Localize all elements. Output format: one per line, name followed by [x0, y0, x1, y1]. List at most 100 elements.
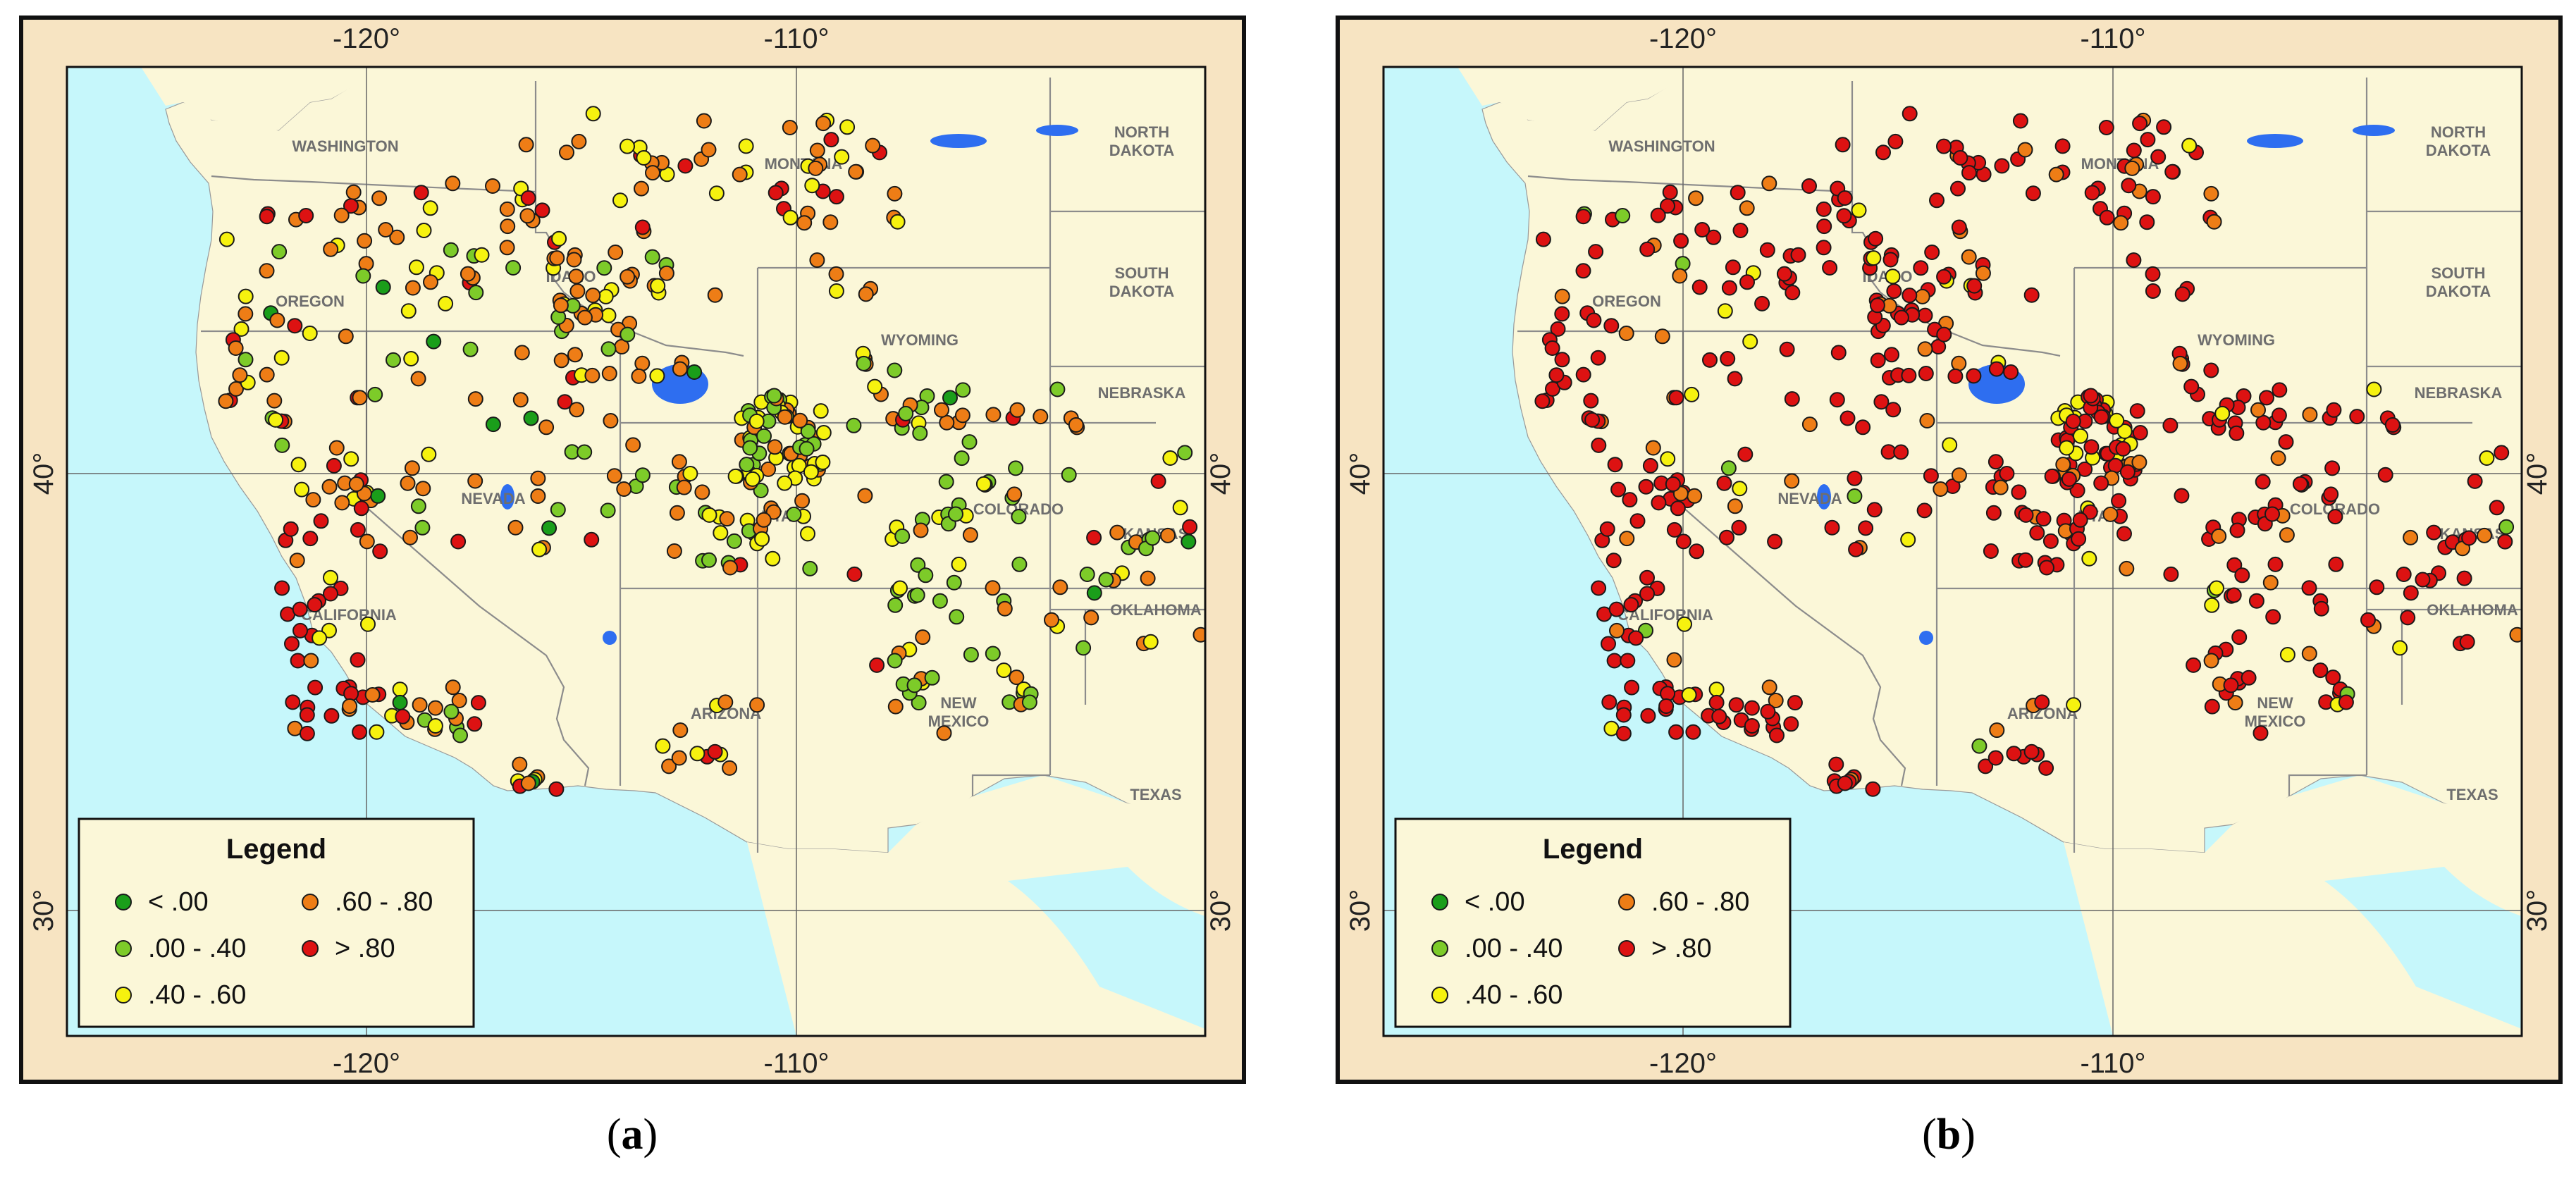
station-point — [701, 142, 717, 158]
station-point — [2250, 402, 2266, 418]
station-point — [2259, 390, 2274, 406]
station-point — [372, 543, 388, 560]
station-point — [290, 653, 306, 669]
station-point — [348, 476, 364, 492]
station-point — [357, 233, 373, 249]
station-point — [342, 698, 358, 714]
station-point — [395, 708, 411, 724]
state-label: NEW MEXICO — [928, 694, 990, 730]
longitude-tick: -120° — [1649, 1048, 1717, 1079]
station-point — [1609, 622, 1625, 638]
station-point — [1730, 185, 1746, 201]
station-point — [299, 725, 315, 741]
station-point — [1868, 230, 1884, 247]
station-point — [1606, 553, 1622, 569]
station-point — [1591, 437, 1607, 453]
station-point — [2119, 464, 2136, 480]
station-point — [620, 268, 636, 285]
station-point — [559, 144, 574, 161]
station-point — [915, 629, 931, 646]
station-point — [2145, 283, 2161, 299]
station-point — [1193, 626, 1205, 643]
station-point — [918, 567, 934, 584]
station-point — [1966, 368, 1982, 384]
station-point — [1869, 297, 1885, 314]
station-point — [422, 200, 438, 216]
station-point — [571, 133, 587, 149]
station-point — [828, 266, 844, 282]
station-point — [1929, 192, 1945, 209]
station-point — [2384, 417, 2401, 433]
station-point — [2403, 585, 2419, 601]
station-point — [828, 283, 844, 299]
station-point — [742, 440, 758, 456]
station-point — [766, 388, 782, 404]
station-point — [598, 288, 614, 304]
latitude-tick: 40° — [1345, 452, 1376, 495]
station-point — [760, 461, 777, 477]
station-point — [1837, 775, 1853, 791]
station-point — [2035, 511, 2052, 527]
state-border — [365, 331, 590, 786]
station-point — [467, 391, 483, 407]
station-point — [452, 727, 468, 743]
station-point — [2267, 556, 2284, 572]
map-panel-a: WASHINGTONMONTANANORTHDAKOTASOUTHDAKOTAO… — [19, 16, 1246, 1159]
station-point — [2006, 746, 2022, 762]
station-point — [1618, 326, 1634, 341]
station-point — [2081, 550, 2097, 567]
station-point — [359, 533, 375, 550]
station-point — [596, 260, 612, 276]
station-point — [415, 481, 431, 497]
station-point — [2324, 460, 2341, 476]
station-point — [1887, 133, 1904, 149]
station-point — [924, 669, 940, 686]
station-point — [2011, 484, 2027, 500]
station-point — [951, 556, 967, 572]
station-point — [612, 192, 628, 209]
station-point — [551, 230, 567, 247]
station-point — [1668, 390, 1684, 406]
station-point — [2302, 407, 2318, 423]
station-point — [2328, 556, 2344, 572]
station-point — [520, 775, 536, 791]
station-point — [1900, 531, 1916, 548]
station-point — [355, 268, 371, 284]
station-point — [2255, 474, 2271, 490]
station-point — [548, 781, 565, 797]
station-point — [338, 328, 354, 345]
lake — [1036, 125, 1078, 136]
state-label: TEXAS — [1130, 786, 1181, 803]
station-point — [285, 694, 301, 710]
station-point — [2072, 512, 2088, 528]
state-label: NORTH DAKOTA — [1109, 123, 1175, 159]
station-point — [1160, 527, 1176, 543]
station-point — [283, 521, 299, 537]
station-point — [1588, 244, 1604, 260]
station-point — [1884, 347, 1899, 363]
station-point — [1992, 479, 2009, 495]
station-point — [1534, 393, 1551, 409]
station-point — [2403, 529, 2419, 545]
station-point — [800, 424, 816, 439]
station-point — [530, 470, 546, 486]
station-point — [1761, 679, 1777, 696]
station-point — [756, 512, 772, 528]
station-point — [1936, 326, 1952, 342]
station-point — [1599, 521, 1615, 537]
station-point — [1624, 679, 1640, 696]
station-point — [307, 597, 323, 613]
station-point — [707, 743, 723, 760]
station-point — [887, 698, 904, 715]
station-point — [468, 285, 484, 301]
station-point — [500, 218, 516, 235]
station-point — [2093, 409, 2109, 425]
station-point — [1670, 500, 1686, 517]
station-point — [608, 245, 624, 260]
station-point — [802, 560, 818, 576]
station-point — [2059, 440, 2075, 456]
station-point — [1917, 307, 1933, 323]
station-point — [2083, 439, 2100, 455]
station-point — [450, 533, 467, 550]
longitude-tick: -110° — [763, 23, 829, 54]
